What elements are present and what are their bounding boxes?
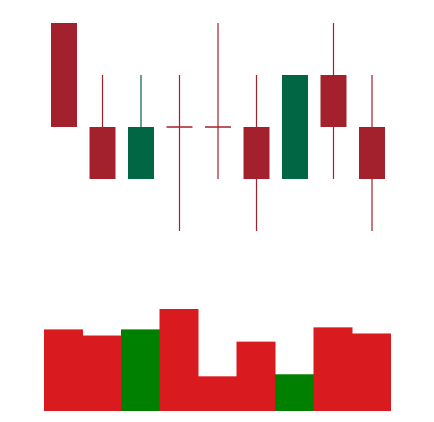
candle — [320, 23, 347, 179]
volume-panel — [44, 309, 391, 411]
volume-bar — [159, 309, 199, 411]
volume-bar — [236, 341, 276, 411]
candle-body — [128, 127, 154, 179]
volume-bar — [198, 376, 237, 411]
candle — [128, 75, 154, 179]
price-panel — [51, 23, 385, 231]
candle-body — [51, 23, 77, 127]
volume-bar — [44, 329, 83, 411]
volume-bar — [82, 335, 122, 411]
candle-body — [359, 127, 385, 179]
volume-bar — [275, 374, 314, 411]
volume-bar — [313, 327, 353, 411]
candle-body — [320, 75, 347, 127]
candle — [282, 75, 308, 179]
candle — [359, 75, 385, 231]
volume-bar — [121, 329, 160, 411]
volume-bar — [352, 333, 391, 411]
candle — [89, 75, 116, 179]
candle — [51, 23, 77, 127]
candle — [243, 75, 270, 231]
candle-body — [282, 75, 308, 179]
candle — [205, 23, 231, 179]
candle — [166, 75, 193, 231]
candle-body — [89, 127, 116, 179]
candle-body — [243, 127, 270, 179]
